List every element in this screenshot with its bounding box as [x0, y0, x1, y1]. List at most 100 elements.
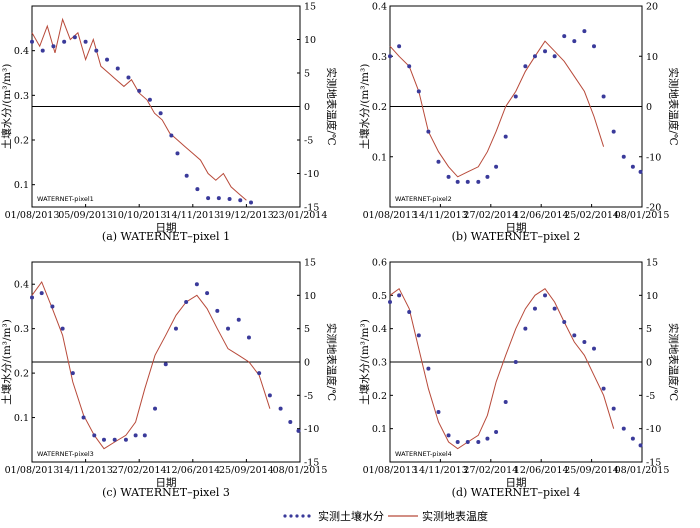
x-tick-label: 14/11/2013	[165, 210, 220, 221]
x-tick-label: 01/08/2013	[363, 210, 418, 221]
soil-moisture-point	[206, 196, 211, 201]
soil-moisture-point	[523, 64, 528, 69]
soil-moisture-point	[236, 317, 241, 322]
y-right-axis-title: 实测地表温度/℃	[325, 323, 338, 402]
soil-moisture-point	[476, 179, 481, 184]
soil-moisture-point	[446, 433, 451, 438]
legend-moisture-marker	[307, 514, 311, 518]
temperature-series-line	[389, 287, 615, 450]
x-tick-label: 12/06/2014	[514, 210, 569, 221]
soil-moisture-point	[503, 134, 508, 139]
chart-panel-3: 01/08/201314/11/201327/02/201412/06/2014…	[0, 258, 338, 500]
y-right-tick-label: 15	[304, 2, 316, 13]
soil-moisture-point	[621, 154, 626, 159]
soil-moisture-point	[92, 433, 97, 438]
y-left-tick-label: 0.4	[14, 280, 29, 291]
soil-moisture-point	[503, 400, 508, 404]
x-tick-label: 27/02/2014	[112, 465, 167, 476]
panel-label: WATERNET-pixel2	[395, 195, 452, 203]
soil-moisture-point	[216, 196, 221, 201]
y-right-tick-label: -5	[646, 391, 655, 402]
soil-moisture-point	[532, 54, 537, 59]
soil-moisture-point	[416, 333, 421, 338]
soil-moisture-point	[94, 48, 99, 53]
soil-moisture-point	[133, 433, 138, 438]
soil-moisture-point	[70, 371, 75, 376]
soil-moisture-point	[592, 44, 596, 49]
soil-moisture-point	[388, 300, 392, 304]
y-right-tick-label: 0	[646, 102, 652, 113]
soil-moisture-point	[532, 306, 537, 311]
chart-panel-1: 01/08/201305/09/201310/10/201314/11/2013…	[0, 2, 338, 244]
soil-moisture-point	[638, 169, 643, 174]
y-left-tick-label: 0.3	[14, 91, 29, 102]
soil-moisture-point	[72, 35, 77, 40]
soil-moisture-point	[158, 111, 163, 116]
soil-moisture-point	[426, 366, 431, 371]
soil-moisture-point	[184, 173, 189, 178]
y-left-tick-label: 0.6	[372, 258, 387, 269]
y-right-tick-label: 10	[304, 35, 316, 46]
soil-moisture-point	[494, 164, 499, 169]
y-left-tick-label: 0.4	[372, 324, 387, 335]
soil-moisture-point	[552, 54, 557, 59]
soil-moisture-point	[105, 57, 110, 62]
y-left-tick-label: 0.1	[372, 424, 387, 435]
soil-moisture-point	[562, 34, 567, 39]
soil-moisture-point	[436, 159, 441, 164]
x-axis-title: 日期	[506, 477, 527, 489]
y-left-tick-label: 0.2	[14, 136, 29, 147]
legend-moisture-marker	[301, 514, 305, 518]
soil-moisture-point	[621, 426, 626, 431]
y-right-tick-label: -5	[304, 391, 313, 402]
soil-moisture-point	[630, 436, 635, 441]
soil-moisture-point	[407, 64, 412, 69]
soil-moisture-point	[60, 326, 65, 331]
y-right-tick-label: -10	[646, 152, 661, 163]
soil-moisture-point	[388, 54, 392, 59]
x-tick-label: 25/09/2014	[564, 465, 619, 476]
x-tick-label: 12/06/2014	[165, 465, 220, 476]
soil-moisture-point	[407, 310, 412, 314]
soil-moisture-point	[215, 308, 220, 313]
y-right-tick-label: -5	[304, 136, 313, 147]
soil-moisture-point	[248, 200, 253, 205]
x-tick-label: 05/09/2013	[58, 210, 113, 221]
y-left-tick-label: 0.1	[14, 180, 29, 191]
y-right-axis-title: 实测地表温度/℃	[325, 67, 338, 146]
panel-label: WATERNET-pixel1	[37, 195, 94, 203]
soil-moisture-point	[572, 333, 577, 338]
x-tick-label: 01/08/2013	[5, 210, 60, 221]
soil-moisture-point	[30, 39, 34, 44]
soil-moisture-point	[592, 346, 596, 351]
soil-moisture-point	[126, 75, 131, 80]
soil-moisture-point	[50, 304, 55, 309]
x-tick-label: 25/09/2014	[219, 465, 274, 476]
y-right-tick-label: 5	[646, 324, 652, 335]
y-right-tick-label: -15	[304, 203, 319, 214]
y-left-tick-label: 0.2	[14, 369, 29, 380]
y-right-tick-label: -15	[304, 458, 319, 469]
soil-moisture-point	[630, 164, 635, 169]
soil-moisture-point	[465, 440, 470, 444]
soil-moisture-point	[582, 29, 587, 34]
soil-moisture-point	[257, 371, 262, 376]
soil-moisture-point	[184, 300, 189, 304]
legend-moisture-marker	[283, 514, 287, 518]
soil-moisture-point	[494, 430, 499, 434]
soil-moisture-point	[543, 49, 548, 54]
y-right-tick-label: 15	[304, 258, 316, 269]
chart-panel-4: 01/08/201314/11/201327/02/201412/06/2014…	[358, 258, 680, 500]
legend-moisture-marker	[289, 514, 293, 518]
x-tick-label: 01/08/2013	[5, 465, 60, 476]
soil-moisture-point	[173, 326, 178, 331]
x-tick-label: 10/10/2013	[112, 210, 167, 221]
y-right-tick-label: 0	[304, 102, 310, 113]
panel-caption: (a) WATERNET–pixel 1	[102, 230, 230, 243]
x-tick-label: 14/11/2013	[413, 210, 468, 221]
x-axis-title: 日期	[506, 222, 527, 234]
soil-moisture-point	[83, 39, 88, 44]
soil-moisture-point	[416, 89, 421, 94]
soil-moisture-point	[397, 293, 402, 298]
y-right-tick-label: -10	[304, 424, 319, 435]
